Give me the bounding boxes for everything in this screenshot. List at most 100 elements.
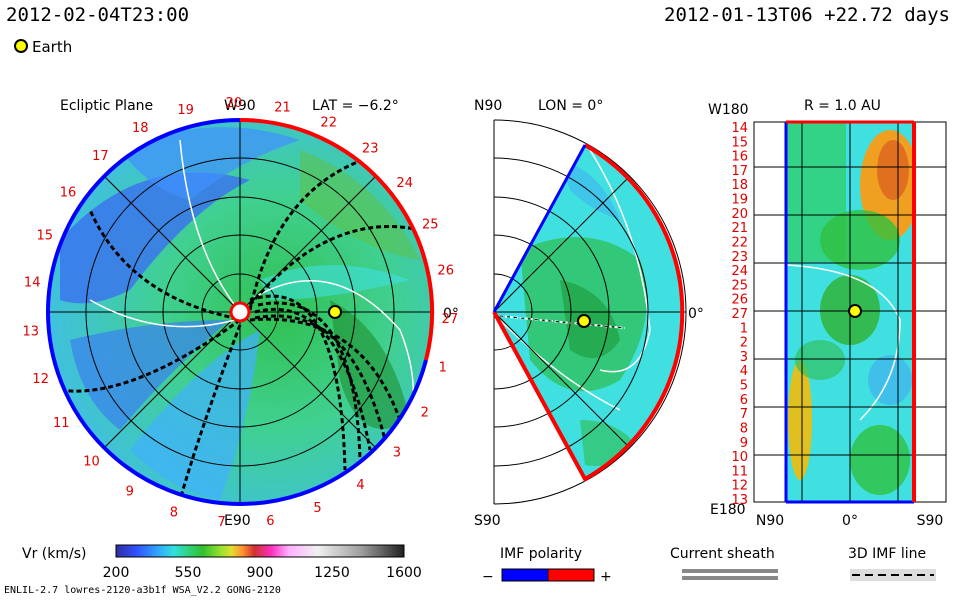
radial-y-label: 16 <box>731 150 748 165</box>
carrington-tick-label: 11 <box>53 416 70 431</box>
earth-marker-ecliptic-icon <box>328 305 342 319</box>
radial-y-label: 15 <box>731 135 748 150</box>
sun-marker-icon <box>229 301 251 323</box>
carrington-tick-labels: 19 20 212223242526271234567891011121314151… <box>23 96 459 530</box>
radial-y-label: 11 <box>731 464 748 479</box>
carrington-tick-label: 26 <box>437 264 454 279</box>
carrington-tick-label: 15 <box>37 229 54 244</box>
radial-y-label: 14 <box>731 121 748 136</box>
carrington-tick-label: 22 <box>320 116 337 131</box>
earth-marker-meridional-icon <box>577 314 591 328</box>
radial-y-label: 21 <box>731 221 748 236</box>
carrington-tick-label: 21 <box>274 100 291 115</box>
radial-y-label: 5 <box>740 379 748 394</box>
radial-x-label: N90 <box>756 513 784 529</box>
ecliptic-bottom-label: E90 <box>224 513 251 529</box>
radial-y-label: 22 <box>731 236 748 251</box>
ecliptic-lat-label: LAT = −6.2° <box>312 98 399 114</box>
carrington-tick-label: 18 <box>132 121 149 136</box>
radial-y-label: 25 <box>731 278 748 293</box>
ecliptic-top-label: W90 <box>224 98 256 114</box>
radial-y-label: 7 <box>740 407 748 422</box>
imf-polarity-label: IMF polarity <box>500 546 582 562</box>
radial-x-label: S90 <box>917 513 944 529</box>
carrington-tick-label: 7 <box>218 515 226 530</box>
carrington-tick-label: 12 <box>32 372 49 387</box>
imf-positive-swatch <box>547 568 595 582</box>
radial-x-labels: N90 0° S90 <box>756 513 944 529</box>
radial-y-label: 24 <box>731 264 748 279</box>
radial-y-label: 17 <box>731 164 748 179</box>
carrington-tick-label: 2 <box>421 406 429 421</box>
imf-line-key: 3D IMF line <box>848 546 936 581</box>
imf-polarity-key: IMF polarity − + <box>482 546 612 585</box>
radial-y-label: 23 <box>731 250 748 265</box>
colorbar-tick-label: 1600 <box>386 565 422 581</box>
meridional-panel: N90 LON = 0° S90 0° <box>474 98 704 529</box>
carrington-tick-label: 24 <box>396 176 413 191</box>
radial-y-label: 6 <box>740 393 748 408</box>
current-sheath-key: Current sheath <box>670 546 778 580</box>
radial-y-label: 9 <box>740 436 748 451</box>
carrington-tick-label: 4 <box>356 478 364 493</box>
earth-legend-label: Earth <box>32 38 73 56</box>
imf-negative-swatch <box>501 568 549 582</box>
radial-top-label: W180 <box>708 102 749 118</box>
radial-y-label: 20 <box>731 207 748 222</box>
carrington-tick-label: 1 <box>439 360 447 375</box>
radial-y-label: 3 <box>740 350 748 365</box>
radial-y-label: 12 <box>731 479 748 494</box>
run-info: 2012-01-13T06 +22.72 days <box>664 4 950 26</box>
radial-r-label: R = 1.0 AU <box>804 98 881 114</box>
carrington-tick-label: 13 <box>23 324 40 339</box>
colorbar-label: Vr (km/s) <box>22 546 86 562</box>
colorbar-tick-label: 900 <box>247 565 274 581</box>
meridional-lon-label: LON = 0° <box>538 98 603 114</box>
colorbar-tick-label: 550 <box>175 565 202 581</box>
carrington-tick-label: 25 <box>422 217 439 232</box>
ecliptic-title: Ecliptic Plane <box>60 98 153 114</box>
radial-y-label: 1 <box>740 321 748 336</box>
imf-plus-label: + <box>600 569 612 585</box>
carrington-tick-label: 14 <box>24 276 41 291</box>
carrington-tick-label: 8 <box>170 505 178 520</box>
colorbar: Vr (km/s) 200 550 900 1250 1600 <box>22 544 422 581</box>
imf-minus-label: − <box>482 569 494 585</box>
radial-y-label: 10 <box>731 450 748 465</box>
ecliptic-panel: Ecliptic Plane W90 LAT = −6.2° E90 0° 19… <box>23 96 459 530</box>
earth-legend: Earth <box>14 38 72 56</box>
model-datetime: 2012-02-04T23:00 <box>6 4 190 26</box>
radial-y-label: 18 <box>731 178 748 193</box>
radial-y-labels: 1415161718192021222324252627123456789101… <box>731 121 748 508</box>
colorbar-ticks: 200 550 900 1250 1600 <box>103 565 422 581</box>
carrington-tick-label: 16 <box>60 186 77 201</box>
radial-y-label: 2 <box>740 336 748 351</box>
carrington-tick-label: 27 <box>442 312 459 327</box>
ecliptic-right-label: 0° <box>443 306 459 322</box>
imf-line-label: 3D IMF line <box>848 546 926 562</box>
radial-y-label: 4 <box>740 364 748 379</box>
carrington-tick-label: 9 <box>126 485 134 500</box>
carrington-tick-label: 19 <box>177 103 194 118</box>
radial-y-label: 13 <box>731 493 748 508</box>
carrington-tick-label: 17 <box>92 149 109 164</box>
radial-panel: W180 R = 1.0 AU E180 N90 0° S90 1415161718… <box>708 98 947 529</box>
colorbar-tick-label: 1250 <box>314 565 350 581</box>
carrington-tick-label: 20 <box>226 96 243 111</box>
carrington-tick-label: 6 <box>266 514 274 529</box>
carrington-tick-label: 23 <box>362 141 379 156</box>
meridional-right-label: 0° <box>688 306 704 322</box>
carrington-tick-label: 5 <box>313 501 321 516</box>
radial-y-label: 19 <box>731 193 748 208</box>
colorbar-tick-label: 200 <box>103 565 130 581</box>
radial-y-label: 8 <box>740 422 748 437</box>
carrington-tick-label: 3 <box>393 446 401 461</box>
radial-x-label: 0° <box>842 513 858 529</box>
model-footer: ENLIL-2.7 lowres-2120-a3b1f WSA_V2.2 GON… <box>4 585 281 596</box>
radial-bottom-label: E180 <box>710 502 746 518</box>
current-sheath-label: Current sheath <box>670 546 775 562</box>
radial-y-label: 27 <box>731 307 748 322</box>
meridional-top-label: N90 <box>474 98 502 114</box>
carrington-tick-label: 10 <box>83 455 100 470</box>
